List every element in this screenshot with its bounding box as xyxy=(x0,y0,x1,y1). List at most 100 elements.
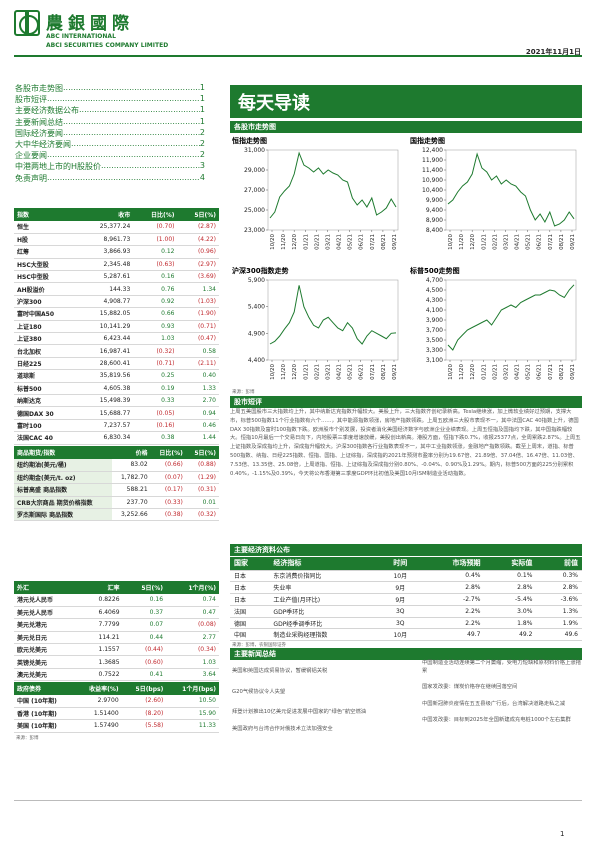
y-tick-label: 8,400 xyxy=(426,227,443,234)
econ-expected: 0.4% xyxy=(419,570,485,583)
row-name: 欧元兑美元 xyxy=(14,643,81,657)
row-change-1: 0.38 xyxy=(133,431,178,445)
row-change-2: (0.96) xyxy=(177,245,219,259)
y-tick-label: 4,700 xyxy=(426,277,443,284)
brand-name-zh: 農銀國際 xyxy=(46,14,134,34)
row-change-1: (0.70) xyxy=(133,221,178,234)
toc-item[interactable]: 主要新闻总结 1 xyxy=(15,117,205,128)
row-change-1: (0.17) xyxy=(150,483,186,497)
econ-indicator: GDP经季调季环比 xyxy=(269,617,381,630)
econ-expected: 2.2% xyxy=(419,617,485,630)
row-value: 2,345.48 xyxy=(78,258,134,272)
econ-actual: 0.1% xyxy=(484,570,537,583)
x-tick-label: 03/21 xyxy=(503,234,509,250)
toc-item-page: 2 xyxy=(199,150,205,160)
series-line xyxy=(269,285,397,345)
row-change-2: (1.29) xyxy=(185,471,219,485)
x-tick-label: 11/20 xyxy=(281,234,287,250)
column-header: 指数 xyxy=(14,208,79,221)
table-row: 道琼斯 35,819.56 0.25 0.40 xyxy=(14,369,219,383)
fx-table: 外汇 汇率 5日(%) 1个月(%) 港元兑人民币 0.8226 0.16 0.74 美元兑人民… xyxy=(14,581,219,682)
y-tick-label: 12,400 xyxy=(422,147,443,154)
toc-item[interactable]: 中港两地上市的H股股价 3 xyxy=(15,161,205,172)
row-value: 3,866.93 xyxy=(78,245,134,259)
x-tick-label: 07/21 xyxy=(370,364,376,380)
y-tick-label: 27,000 xyxy=(244,187,265,194)
econ-indicator: 制造业采购经理指数 xyxy=(269,628,381,642)
y-tick-label: 3,300 xyxy=(426,347,443,354)
econ-prev: 1.9% xyxy=(536,617,582,630)
row-name: 富时100 xyxy=(14,419,79,433)
toc-item-title: 大中华经济要闻 xyxy=(15,140,71,149)
table-row: 纽约期油(美元/桶) 83.02 (0.66) (0.88) xyxy=(14,459,219,472)
econ-column-header: 前值 xyxy=(536,557,582,571)
x-tick-label: 07/21 xyxy=(548,364,554,380)
column-header: 商品期货/指数 xyxy=(14,446,112,459)
plot-area xyxy=(267,149,399,231)
row-value: 114.21 xyxy=(80,631,123,645)
toc-item[interactable]: 大中华经济要闻 2 xyxy=(15,139,205,150)
row-change-1: (0.05) xyxy=(133,406,178,420)
row-name: 港元兑人民币 xyxy=(14,594,81,607)
row-change-1: 1.03 xyxy=(133,332,178,346)
news-item: 国家发改委：煤炭价格存在继续回落空间 xyxy=(422,684,518,690)
row-name: 上证380 xyxy=(14,332,79,346)
row-name: 中国 (10年期) xyxy=(14,695,75,708)
row-change-1: 0.19 xyxy=(133,382,178,395)
econ-expected: 2.2% xyxy=(419,605,485,618)
row-change-1: (0.63) xyxy=(133,258,178,272)
table-header-row: 指数 收市 日比(%) 5日(%) xyxy=(14,208,219,221)
commodity-table: 商品期货/指数 价格 日比(%) 5日(%) 纽约期油(美元/桶) 83.02 (0.66)… xyxy=(14,446,219,522)
row-value: 15,688.77 xyxy=(78,406,134,420)
toc-item-title: 股市短评 xyxy=(15,95,47,105)
toc-item[interactable]: 股市短评 1 xyxy=(15,94,205,105)
toc-leader-dots xyxy=(47,94,200,105)
x-tick-label: 01/21 xyxy=(481,234,487,250)
toc-item-page: 1 xyxy=(199,83,205,92)
footer-rule xyxy=(14,800,582,801)
row-value: 7,237.57 xyxy=(78,419,134,433)
y-tick-label: 5,400 xyxy=(248,304,265,311)
econ-expected: 49.7 xyxy=(419,628,485,642)
row-change-2: (0.08) xyxy=(166,618,219,632)
market-commentary: 上周五美国股市三大指数均上升，其中纳斯达克指数升幅较大。美股上升，三大指数齐创纪… xyxy=(230,409,581,477)
econ-row: 中国 制造业采购经理指数 10月 49.7 49.2 49.6 xyxy=(230,628,582,642)
x-tick-label: 08/21 xyxy=(381,234,387,250)
row-value: 16,987.41 xyxy=(78,344,134,358)
bond-table: 政府债券 收益率(%) 5日(bps) 1个月(bps) 中国 (10年期) 2.9700… xyxy=(14,682,219,733)
y-tick-label: 11,400 xyxy=(422,167,443,174)
row-change-2: (4.22) xyxy=(177,233,219,247)
row-change-2: (1.03) xyxy=(177,295,219,309)
table-row: 美元兑日元 114.21 0.44 2.77 xyxy=(14,631,219,645)
toc-item[interactable]: 各股市走势图 1 xyxy=(15,83,205,94)
column-header: 5日(bps) xyxy=(121,682,167,695)
toc-item[interactable]: 国际经济要闻 2 xyxy=(15,128,205,139)
table-header-row: 政府债券 收益率(%) 5日(bps) 1个月(bps) xyxy=(14,682,219,695)
row-change-1: (0.71) xyxy=(133,357,178,371)
x-tick-label: 05/21 xyxy=(526,364,532,380)
row-change-2: 1.34 xyxy=(177,282,219,296)
y-tick-label: 23,000 xyxy=(244,227,265,234)
row-value: 83.02 xyxy=(111,459,151,472)
toc-item-page: 2 xyxy=(199,139,205,148)
toc-item[interactable]: 企业要闻 2 xyxy=(15,150,205,161)
series-line xyxy=(447,152,575,227)
column-header: 价格 xyxy=(111,446,151,459)
table-row: 台北加权 16,987.41 (0.32) 0.58 xyxy=(14,344,219,358)
column-header: 1个月(bps) xyxy=(166,682,219,695)
row-change-2: (1.90) xyxy=(177,307,219,321)
econ-prev: 0.3% xyxy=(536,570,582,583)
toc-item[interactable]: 免责声明 4 xyxy=(15,173,205,184)
econ-period: 10月 xyxy=(380,570,420,583)
econ-expected: 2.8% xyxy=(419,581,485,595)
row-value: 7.7799 xyxy=(80,618,123,632)
row-name: 澳元兑美元 xyxy=(14,668,81,682)
row-change-1: (0.66) xyxy=(150,459,186,472)
section-econ-header: 主要经济资料公布 xyxy=(230,544,582,556)
table-header-row: 外汇 汇率 5日(%) 1个月(%) xyxy=(14,581,219,594)
toc-item[interactable]: 主要经济数据公布 1 xyxy=(15,105,205,116)
series-line xyxy=(269,151,397,219)
row-change-2: (0.47) xyxy=(177,332,219,346)
x-tick-label: 05/21 xyxy=(526,234,532,250)
x-tick-label: 05/21 xyxy=(348,364,354,380)
